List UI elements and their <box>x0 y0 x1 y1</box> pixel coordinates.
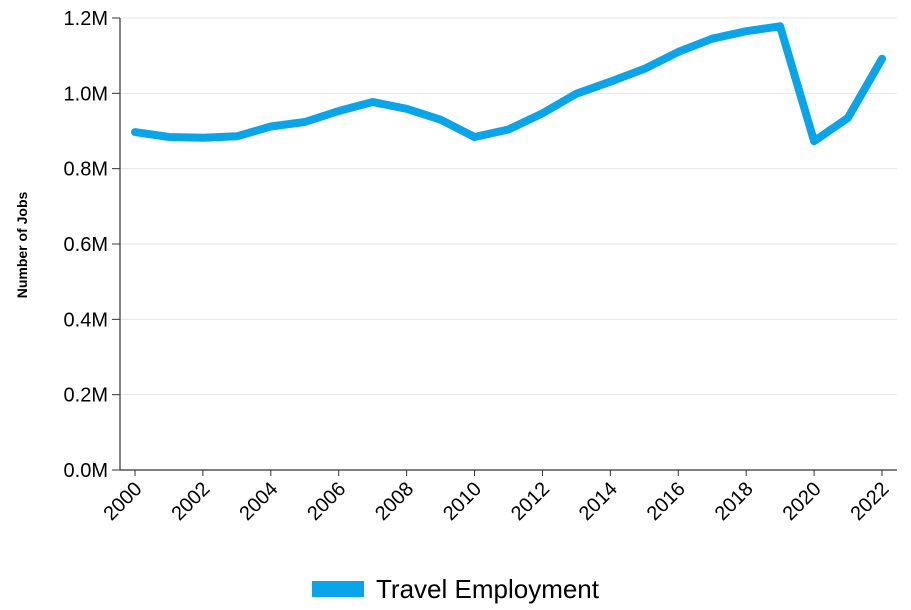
x-tick-label: 2000 <box>100 478 147 525</box>
y-tick-label: 0.8M <box>64 159 108 181</box>
y-tick-label: 0.2M <box>64 385 108 407</box>
x-tick-label: 2010 <box>439 478 486 525</box>
x-tick-label: 2008 <box>371 478 418 525</box>
series-lines <box>135 26 882 141</box>
y-axis-label: Number of Jobs <box>14 192 30 299</box>
y-tick-label: 0.0M <box>64 460 108 482</box>
grid-lines <box>120 18 897 395</box>
x-tick-label: 2022 <box>847 478 894 525</box>
y-tick-label: 0.6M <box>64 234 108 256</box>
y-tick-label: 1.2M <box>64 8 108 30</box>
x-axis-ticks: 2000 2002 2004 2006 2008 2010 2012 2014 2016 2018… <box>100 470 894 525</box>
y-tick-label: 0.4M <box>64 309 108 331</box>
y-tick-label: 1.0M <box>64 83 108 105</box>
series-line-travel-employment <box>135 26 882 141</box>
x-tick-label: 2014 <box>575 478 622 525</box>
x-tick-label: 2004 <box>235 478 282 525</box>
x-tick-label: 2020 <box>779 478 826 525</box>
legend-label: Travel Employment <box>376 574 599 605</box>
y-axis-ticks: 0.0M 0.2M 0.4M 0.6M 0.8M 1.0M 1.2M <box>64 8 120 482</box>
x-tick-label: 2006 <box>303 478 350 525</box>
legend-swatch <box>312 581 364 597</box>
legend: Travel Employment <box>0 572 911 606</box>
x-tick-label: 2002 <box>167 478 214 525</box>
x-tick-label: 2018 <box>711 478 758 525</box>
x-tick-label: 2012 <box>507 478 554 525</box>
x-tick-label: 2016 <box>643 478 690 525</box>
